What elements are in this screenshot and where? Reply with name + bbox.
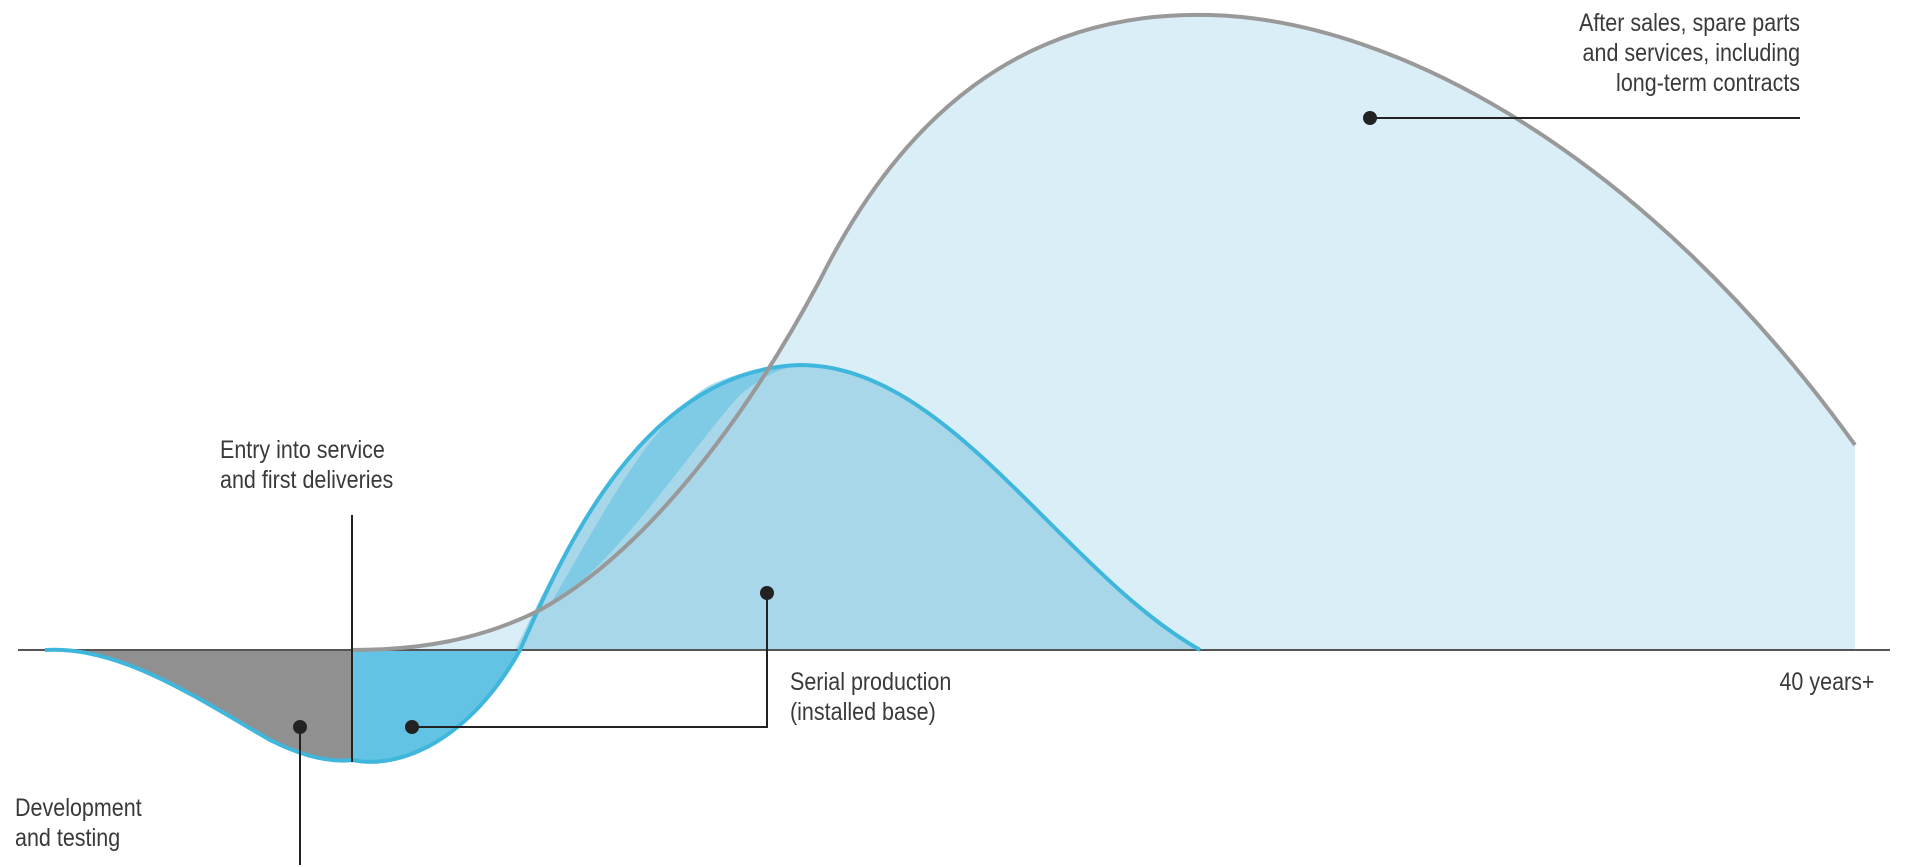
development-label: Development and testing xyxy=(15,793,142,853)
serial-production-curve xyxy=(351,362,1201,764)
axis-end-text: 40 years+ xyxy=(1778,668,1874,696)
serial-production-label: Serial production (installed base) xyxy=(790,667,951,727)
serial-initial-investment-area xyxy=(352,650,520,762)
aftersales-curve xyxy=(351,12,1857,652)
aftersales-label-line-1: After sales, spare parts xyxy=(1578,9,1800,37)
axis-end-label: 40 years+ xyxy=(1779,667,1874,697)
serial-leader xyxy=(412,593,768,728)
serial-label-line-1: Serial production xyxy=(790,668,952,696)
overlap-area xyxy=(548,365,800,608)
development-label-line-1: Development xyxy=(15,794,142,822)
entry-into-service-label: Entry into service and first deliveries xyxy=(220,435,393,495)
aftersales-label: After sales, spare parts and services, i… xyxy=(1579,8,1800,98)
entry-label-line-2: and first deliveries xyxy=(220,466,394,494)
development-curve xyxy=(44,647,353,763)
entry-label-line-1: Entry into service xyxy=(220,436,385,464)
serial-production-area xyxy=(352,365,1200,746)
aftersales-label-line-2: and services, including xyxy=(1582,39,1800,67)
serial-label-line-2: (installed base) xyxy=(790,698,936,726)
aftersales-label-line-3: long-term contracts xyxy=(1615,69,1800,97)
development-label-line-2: and testing xyxy=(15,824,121,852)
development-area xyxy=(45,649,352,761)
